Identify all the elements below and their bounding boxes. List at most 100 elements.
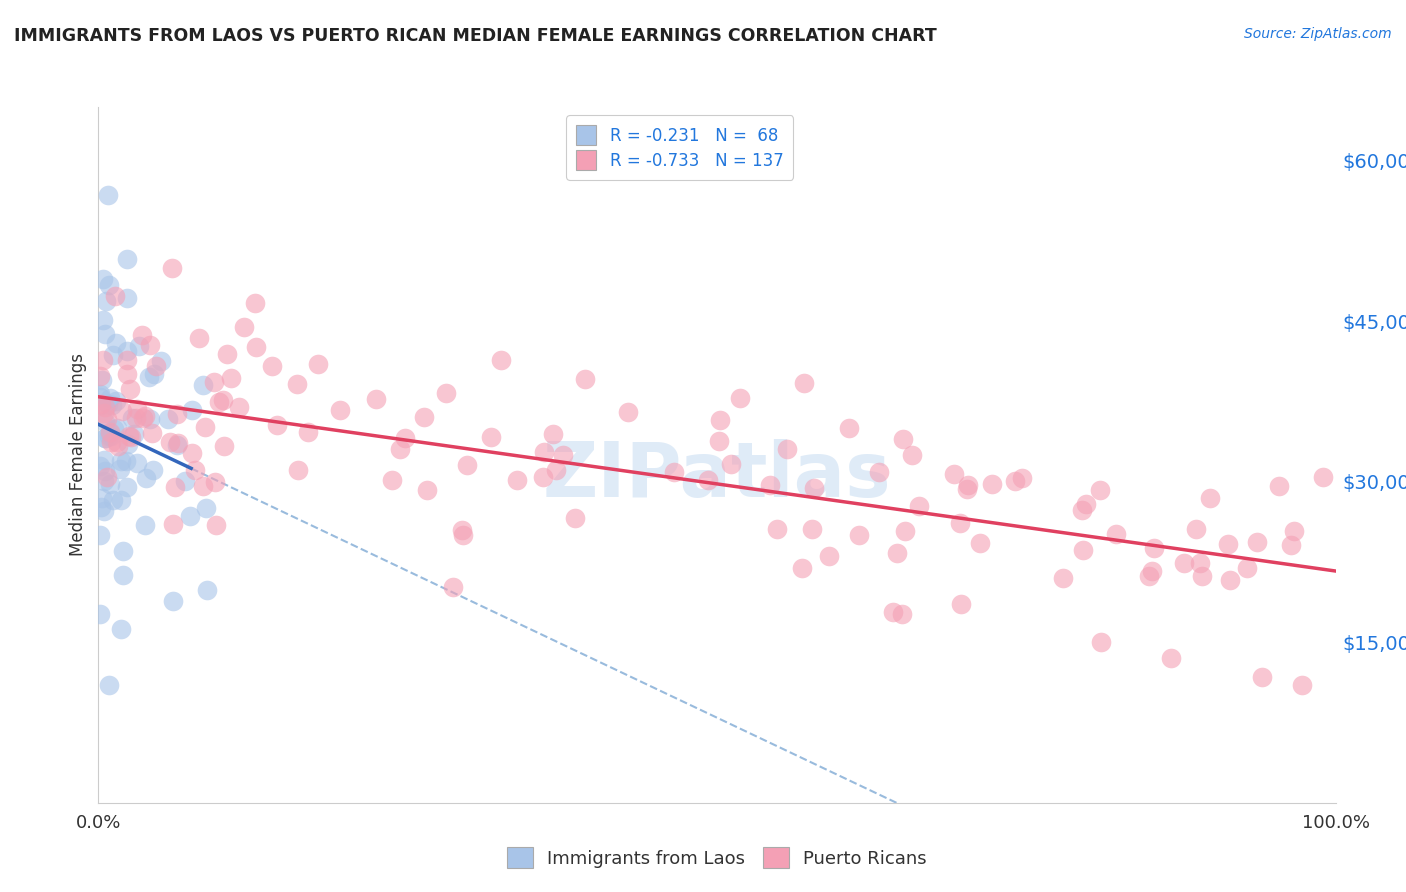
Point [195,583,218,598]
Point [89,368,111,383]
Point [115,343,138,358]
Point [90,398,112,412]
Point [111,568,134,582]
Point [105,435,128,450]
Point [1218,537,1240,551]
Point [110,453,132,467]
Point [759,477,782,491]
Text: ZIPatlas: ZIPatlas [543,439,891,513]
Point [179,509,201,524]
Point [1052,571,1074,585]
Point [818,549,841,564]
Point [89,607,111,621]
Point [91,491,114,505]
Point [191,378,214,392]
Point [162,516,184,531]
Point [134,518,156,533]
Point [707,434,730,448]
Point [166,407,188,421]
Point [93,464,115,478]
Point [1090,635,1112,649]
Point [125,456,148,470]
Point [98,477,121,491]
Point [943,467,966,482]
Point [96,411,118,425]
Point [245,340,267,354]
Point [97,429,120,443]
Point [908,500,931,514]
Point [894,524,917,539]
Text: Source: ZipAtlas.com: Source: ZipAtlas.com [1244,27,1392,41]
Point [287,463,309,477]
Point [98,391,121,405]
Point [219,370,242,384]
Point [115,480,138,494]
Point [412,410,434,425]
Point [184,463,207,477]
Point [98,425,121,439]
Point [1291,678,1313,692]
Point [181,446,204,460]
Point [394,431,416,445]
Point [212,439,235,453]
Point [266,417,288,432]
Point [174,474,197,488]
Point [202,375,225,389]
Point [101,348,124,362]
Point [533,445,555,459]
Point [138,411,160,425]
Point [117,429,139,443]
Point [329,403,352,417]
Point [364,392,387,407]
Point [664,465,686,479]
Point [450,523,472,537]
Point [776,442,799,457]
Point [93,474,115,488]
Point [1188,556,1211,570]
Point [803,481,825,495]
Point [125,410,148,425]
Point [1074,497,1097,511]
Point [91,272,114,286]
Point [91,353,114,368]
Point [949,597,972,611]
Point [93,327,115,342]
Text: IMMIGRANTS FROM LAOS VS PUERTO RICAN MEDIAN FEMALE EARNINGS CORRELATION CHART: IMMIGRANTS FROM LAOS VS PUERTO RICAN MED… [14,27,936,45]
Point [307,357,329,371]
Point [115,252,138,266]
Point [696,473,718,487]
Point [451,527,474,541]
Point [389,442,412,456]
Point [115,367,138,381]
Point [434,386,457,401]
Point [204,475,226,489]
Point [208,394,231,409]
Point [141,426,163,441]
Point [104,393,127,408]
Point [1199,491,1222,506]
Point [720,457,742,471]
Point [891,607,914,621]
Point [1173,556,1195,570]
Point [1284,524,1306,538]
Point [297,425,319,439]
Point [125,401,148,416]
Point [166,438,188,452]
Point [94,293,117,308]
Point [167,435,190,450]
Point [415,483,437,497]
Point [956,478,979,492]
Point [901,448,924,462]
Point [180,402,202,417]
Point [1011,470,1033,484]
Point [195,500,218,515]
Point [886,546,908,560]
Point [194,420,217,434]
Point [97,188,120,202]
Point [1143,541,1166,555]
Point [1279,538,1302,552]
Point [117,437,139,451]
Point [138,370,160,384]
Point [135,470,157,484]
Point [111,404,134,418]
